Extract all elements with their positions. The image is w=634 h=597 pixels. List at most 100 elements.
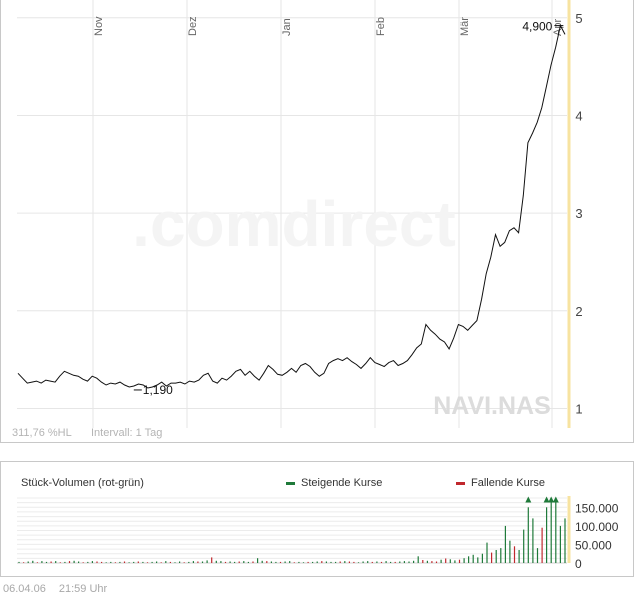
volume-bar: [385, 561, 387, 563]
volume-bar: [486, 542, 488, 563]
interval-label: Intervall: 1 Tag: [91, 427, 162, 439]
volume-bar: [321, 561, 323, 563]
max-value-label: 4,900: [522, 20, 552, 34]
x-month-label: Jan: [281, 18, 293, 36]
volume-bar: [101, 561, 103, 563]
volume-overflow-arrow: [552, 496, 559, 503]
volume-bar: [238, 561, 240, 563]
volume-bar: [192, 561, 194, 563]
volume-bar: [123, 561, 126, 563]
volume-bar: [454, 560, 456, 563]
volume-bar: [156, 561, 158, 563]
x-month-label: Nov: [93, 16, 105, 36]
volume-bar: [270, 561, 272, 563]
volume-bar: [403, 561, 405, 563]
volume-bar: [564, 518, 566, 563]
volume-overflow-arrow: [525, 496, 532, 503]
volume-bar: [435, 561, 438, 563]
volume-bar: [183, 562, 185, 563]
volume-chart: Stück-Volumen (rot-grün) Steigende Kurse F…: [17, 477, 619, 571]
legend-down-label: Fallende Kurse: [471, 477, 545, 489]
volume-bar: [325, 561, 327, 563]
y-tick-label: 4: [575, 108, 582, 123]
footer-time: 21:59 Uhr: [58, 583, 108, 595]
volume-bar: [472, 554, 474, 563]
x-month-label: Apr: [552, 19, 564, 36]
volume-bar: [201, 561, 204, 563]
volume-bar: [477, 557, 479, 563]
volume-bar: [458, 559, 461, 563]
volume-bar: [546, 507, 548, 563]
volume-bar: [59, 562, 61, 563]
volume-bar: [50, 561, 52, 563]
volume-bar: [165, 561, 167, 563]
volume-bar: [174, 562, 176, 563]
x-month-label: Mär: [459, 17, 471, 36]
volume-bar: [491, 552, 493, 563]
volume-bar: [541, 527, 543, 563]
volume-title: Stück-Volumen (rot-grün): [21, 477, 144, 489]
volume-bar: [550, 499, 552, 563]
performance-label: 311,76 %HL: [12, 427, 72, 439]
volume-bar: [146, 562, 149, 563]
y-tick-label: 1: [575, 401, 582, 416]
footer: 06.04.06 21:59 Uhr: [3, 583, 117, 595]
volume-bar: [36, 562, 38, 563]
volume-bar: [344, 561, 346, 563]
watermark-symbol: NAVI.NAS: [433, 392, 551, 420]
volume-bar: [417, 556, 419, 563]
volume-bar: [408, 561, 410, 563]
volume-bar: [445, 558, 447, 563]
watermark-comdirect: .comdirect: [132, 188, 456, 260]
volume-bar: [73, 560, 75, 563]
volume-bar: [78, 561, 80, 563]
volume-bar: [197, 561, 199, 563]
volume-bar: [559, 525, 561, 563]
volume-bar: [380, 561, 383, 563]
volume-bar: [399, 561, 401, 563]
volume-bar: [330, 561, 332, 563]
volume-bar: [18, 561, 20, 563]
volume-bar: [307, 561, 309, 563]
volume-bar: [55, 561, 57, 563]
volume-bar: [151, 561, 153, 563]
volume-y-tick-label: 150.000: [575, 501, 619, 515]
volume-bar: [426, 560, 428, 563]
volume-bar: [160, 562, 162, 563]
legend-up-label: Steigende Kurse: [301, 477, 382, 489]
volume-bar: [293, 562, 295, 563]
volume-bar: [518, 550, 520, 563]
volume-bar: [133, 561, 135, 563]
volume-bar: [316, 561, 318, 563]
volume-y-tick-label: 50.000: [575, 538, 612, 552]
volume-bar: [500, 548, 502, 563]
volume-bar: [302, 562, 305, 563]
volume-bar: [247, 561, 249, 563]
volume-bar: [266, 561, 268, 563]
volume-bar: [27, 561, 29, 563]
volume-bar: [289, 561, 291, 563]
footer-date: 06.04.06: [3, 583, 46, 595]
volume-bar: [504, 525, 506, 563]
volume-bar: [91, 561, 93, 563]
volume-bar: [110, 561, 112, 563]
volume-bar: [394, 561, 396, 563]
volume-bar: [339, 561, 341, 563]
volume-bar: [440, 559, 442, 563]
volume-bar: [206, 560, 208, 563]
volume-bar: [335, 561, 337, 563]
volume-bar: [105, 562, 107, 563]
legend-up-swatch: [286, 482, 295, 485]
volume-bar: [513, 546, 516, 563]
volume-bar: [353, 561, 355, 563]
volume-bar: [128, 562, 130, 563]
volume-bar: [279, 561, 282, 563]
price-series-line: [17, 24, 566, 389]
volume-bar: [41, 561, 43, 563]
volume-bar: [495, 550, 497, 563]
volume-bar: [243, 561, 245, 563]
volume-chart-panel: Stück-Volumen (rot-grün) Steigende Kurse F…: [0, 461, 634, 577]
volume-y-tick-label: 100.000: [575, 520, 619, 534]
volume-bar: [234, 561, 236, 563]
volume-bar: [169, 561, 171, 563]
